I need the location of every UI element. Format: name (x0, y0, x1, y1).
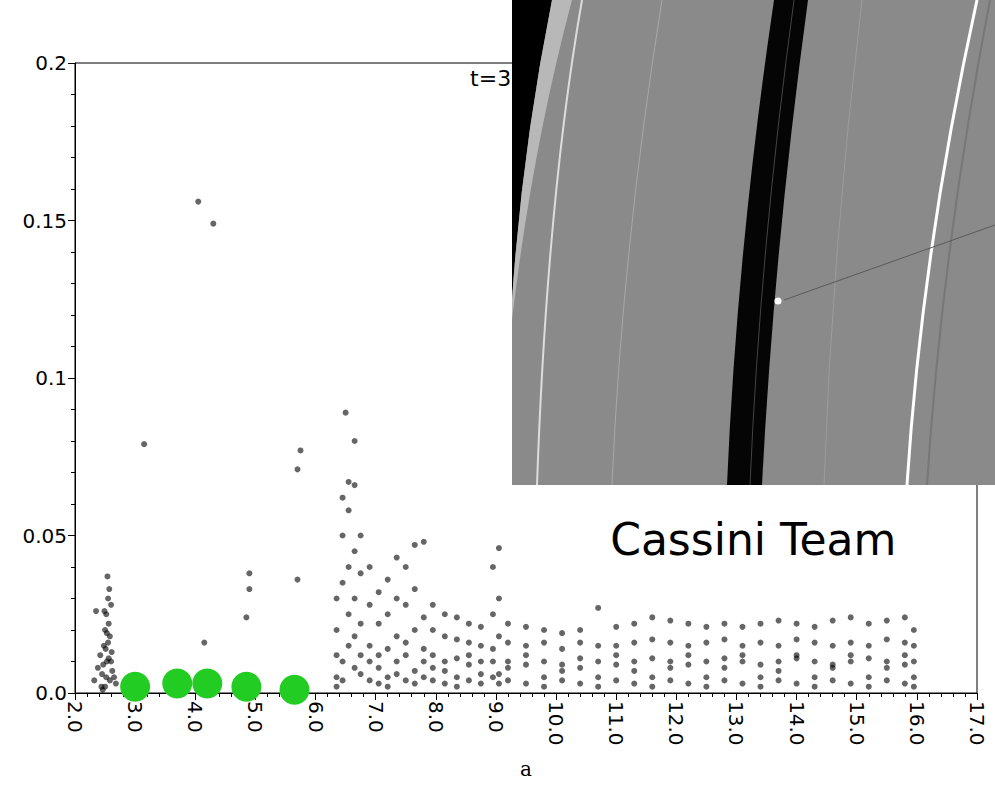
svg-text:5.0: 5.0 (243, 701, 267, 733)
svg-text:Cassini Team: Cassini Team (610, 514, 896, 565)
svg-text:t=3: t=3 (470, 66, 511, 91)
svg-text:6.0: 6.0 (304, 701, 328, 733)
svg-text:0.05: 0.05 (22, 524, 67, 548)
svg-text:0.15: 0.15 (22, 209, 67, 233)
svg-text:0.1: 0.1 (35, 366, 67, 390)
svg-text:15.0: 15.0 (845, 701, 869, 746)
svg-text:0.2: 0.2 (35, 51, 67, 75)
svg-text:2.0: 2.0 (63, 701, 87, 733)
svg-text:16.0: 16.0 (905, 701, 929, 746)
svg-text:13.0: 13.0 (724, 701, 748, 746)
svg-text:a: a (520, 757, 532, 781)
svg-text:14.0: 14.0 (785, 701, 809, 746)
svg-text:3.0: 3.0 (123, 701, 147, 733)
svg-text:17.0: 17.0 (965, 701, 989, 746)
svg-text:12.0: 12.0 (664, 701, 688, 746)
svg-text:0.0: 0.0 (35, 681, 67, 705)
svg-text:9.0: 9.0 (484, 701, 508, 733)
svg-text:4.0: 4.0 (183, 701, 207, 733)
svg-text:10.0: 10.0 (544, 701, 568, 746)
svg-text:11.0: 11.0 (604, 701, 628, 746)
svg-text:8.0: 8.0 (424, 701, 448, 733)
svg-text:7.0: 7.0 (364, 701, 388, 733)
